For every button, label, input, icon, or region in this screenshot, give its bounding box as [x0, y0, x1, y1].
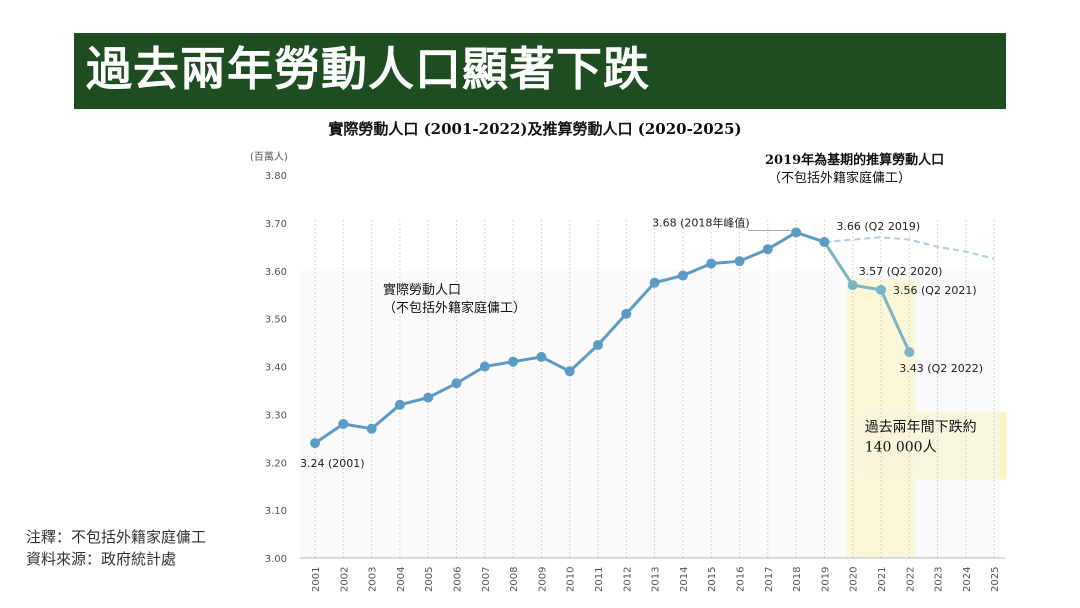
x-tick-label: 2003: [368, 567, 379, 592]
data-point: [310, 438, 320, 449]
x-tick-label: 2023: [934, 567, 945, 592]
x-tick-label: 2019: [820, 567, 831, 592]
x-tick-label: 2010: [566, 567, 577, 592]
data-point: [791, 227, 802, 238]
y-tick-label: 3.80: [265, 171, 287, 182]
data-point: [564, 366, 575, 377]
data-point: [904, 347, 915, 358]
series-label-projected-sub: （不包括外籍家庭傭工）: [768, 170, 911, 186]
data-point: [734, 256, 745, 267]
footnote-source: 資料來源：政府統計處: [26, 550, 177, 568]
annotation-peak: 3.68 (2018年峰值): [652, 215, 750, 229]
series-label-projected: 2019年為基期的推算勞動人口: [765, 152, 944, 168]
x-tick-label: 2007: [481, 567, 492, 592]
data-point: [338, 418, 349, 429]
annotation-q2-2020: 3.57 (Q2 2020): [859, 265, 943, 278]
x-tick-label: 2006: [453, 567, 464, 592]
plot-shading: [300, 270, 1000, 558]
decline-note-line2: 140 000人: [865, 440, 937, 456]
actual-series-line-recent: [823, 241, 911, 353]
y-tick-label: 3.00: [265, 554, 287, 565]
y-tick-label: 3.20: [265, 458, 287, 469]
x-tick-label: 2011: [594, 567, 605, 592]
x-tick-label: 2012: [622, 567, 633, 592]
x-tick-label: 2015: [707, 567, 718, 592]
annotation-q2-2022: 3.43 (Q2 2022): [899, 362, 983, 375]
data-point: [451, 378, 462, 389]
y-tick-label: 3.40: [265, 363, 287, 374]
data-point: [762, 244, 773, 255]
y-tick-label: 3.10: [265, 506, 287, 517]
annotation-q2-2019: 3.66 (Q2 2019): [836, 220, 920, 233]
x-tick-label: 2005: [424, 567, 435, 592]
data-point: [677, 270, 688, 281]
y-tick-label: 3.30: [265, 410, 287, 421]
data-point: [394, 399, 405, 410]
x-tick-label: 2002: [339, 567, 350, 592]
x-tick-label: 2009: [537, 567, 548, 592]
page-title: 過去兩年勞動人口顯著下跌: [86, 42, 650, 96]
data-point: [423, 392, 434, 403]
x-tick-label: 2001: [311, 567, 322, 592]
data-point: [706, 258, 717, 269]
data-point: [621, 308, 632, 319]
data-point: [479, 361, 490, 372]
x-tick-label: 2016: [736, 567, 747, 592]
title-banner: 過去兩年勞動人口顯著下跌: [74, 33, 1006, 109]
data-point: [366, 423, 377, 434]
footnote-exclusion: 注釋：不包括外籍家庭傭工: [26, 528, 207, 546]
data-point: [819, 237, 830, 248]
x-tick-label: 2024: [962, 567, 973, 592]
data-point: [536, 351, 547, 362]
series-label-actual: 實際勞動人口: [383, 282, 461, 298]
x-tick-label: 2008: [509, 567, 520, 592]
decline-note-line1: 過去兩年間下跌約: [865, 420, 977, 436]
chart-title: 實際勞動人口 (2001-2022)及推算勞動人口 (2020-2025): [328, 120, 742, 138]
data-point: [593, 339, 603, 350]
data-point: [876, 284, 886, 295]
y-tick-label: 3.50: [265, 315, 287, 326]
x-tick-label: 2017: [764, 567, 775, 592]
x-tick-label: 2020: [849, 567, 860, 592]
projected-series-line: [824, 236, 995, 260]
x-tick-label: 2013: [651, 567, 662, 592]
data-point: [847, 280, 858, 291]
annotation-first: 3.24 (2001): [300, 457, 365, 470]
x-tick-label: 2004: [396, 567, 407, 592]
data-point: [649, 277, 660, 288]
series-label-actual-sub: （不包括外籍家庭傭工）: [383, 300, 526, 316]
x-tick-label: 2025: [990, 567, 1001, 592]
x-tick-label: 2021: [877, 567, 888, 592]
x-tick-label: 2014: [679, 567, 690, 592]
y-axis-label: (百萬人): [250, 150, 288, 163]
data-point: [508, 356, 519, 367]
footnotes: 注釋：不包括外籍家庭傭工 資料來源：政府統計處: [26, 526, 206, 570]
y-tick-label: 3.70: [265, 219, 287, 230]
annotation-q2-2021: 3.56 (Q2 2021): [893, 284, 977, 297]
x-tick-label: 2018: [792, 567, 803, 592]
x-tick-label: 2022: [905, 567, 916, 592]
y-tick-label: 3.60: [265, 267, 287, 278]
